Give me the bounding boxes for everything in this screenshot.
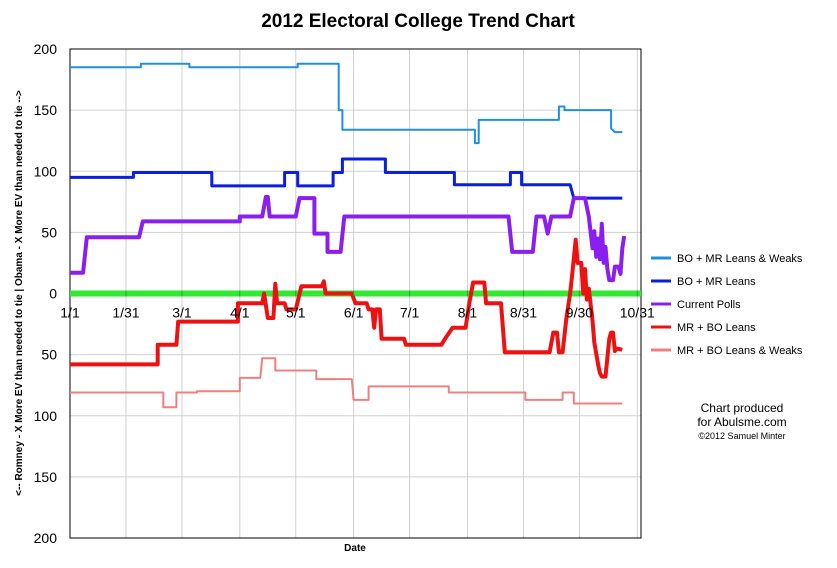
series-line-0 (70, 62, 623, 145)
x-tick-label-6: 7/1 (400, 305, 420, 321)
legend-label-4: MR + BO Leans & Weaks (677, 345, 803, 357)
x-tick-label-5: 6/1 (344, 305, 364, 321)
y-tick-label-1: 150 (34, 102, 58, 118)
x-tick-label-9: 9/30 (566, 305, 593, 321)
x-tick-label-7: 8/1 (458, 305, 478, 321)
x-tick-labels: 1/1 1/31 3/1 4/1 5/1 6/1 7/1 8/1 8/31 9/30 10/31 (60, 305, 655, 321)
series-line-1 (70, 157, 623, 200)
y-tick-label-5: 50 (41, 347, 57, 363)
legend-label-2: Current Polls (677, 299, 741, 311)
x-axis-title: Date (344, 543, 366, 554)
y-tick-label-3: 50 (41, 224, 57, 240)
y-tick-label-4: 0 (49, 286, 57, 302)
legend-label-3: MR + BO Leans (677, 322, 756, 334)
x-tick-label-3: 4/1 (230, 305, 250, 321)
credit-line-2: for Abulsme.com (697, 415, 786, 429)
series-line-3 (70, 237, 623, 379)
y-tick-label-0: 200 (34, 41, 58, 57)
x-tick-label-8: 8/31 (510, 305, 537, 321)
y-tick-label-2: 100 (34, 163, 58, 179)
y-axis-title: <-- Romney - X More EV than needed to ti… (14, 90, 25, 496)
credit-line-1: Chart produced (701, 401, 784, 415)
series-line-2 (70, 194, 627, 283)
x-tick-label-1: 1/31 (112, 305, 139, 321)
chart-title: 2012 Electoral College Trend Chart (261, 11, 575, 32)
legend: BO + MR Leans & Weaks BO + MR Leans Curren… (651, 253, 803, 357)
x-tick-label-0: 1/1 (60, 305, 80, 321)
y-tick-label-7: 150 (34, 469, 58, 485)
y-tick-label-8: 200 (34, 530, 58, 546)
series-line-4 (70, 357, 623, 409)
y-tick-label-6: 100 (34, 408, 58, 424)
x-tick-label-2: 3/1 (172, 305, 192, 321)
series-lines (70, 62, 641, 409)
y-tick-labels: 200 150 100 50 0 50 100 150 200 (34, 41, 58, 546)
x-tick-label-4: 5/1 (286, 305, 306, 321)
legend-label-1: BO + MR Leans (677, 276, 756, 288)
x-tick-label-10: 10/31 (620, 305, 655, 321)
credit-line-3: ©2012 Samuel Minter (698, 431, 785, 441)
legend-label-0: BO + MR Leans & Weaks (677, 253, 803, 265)
